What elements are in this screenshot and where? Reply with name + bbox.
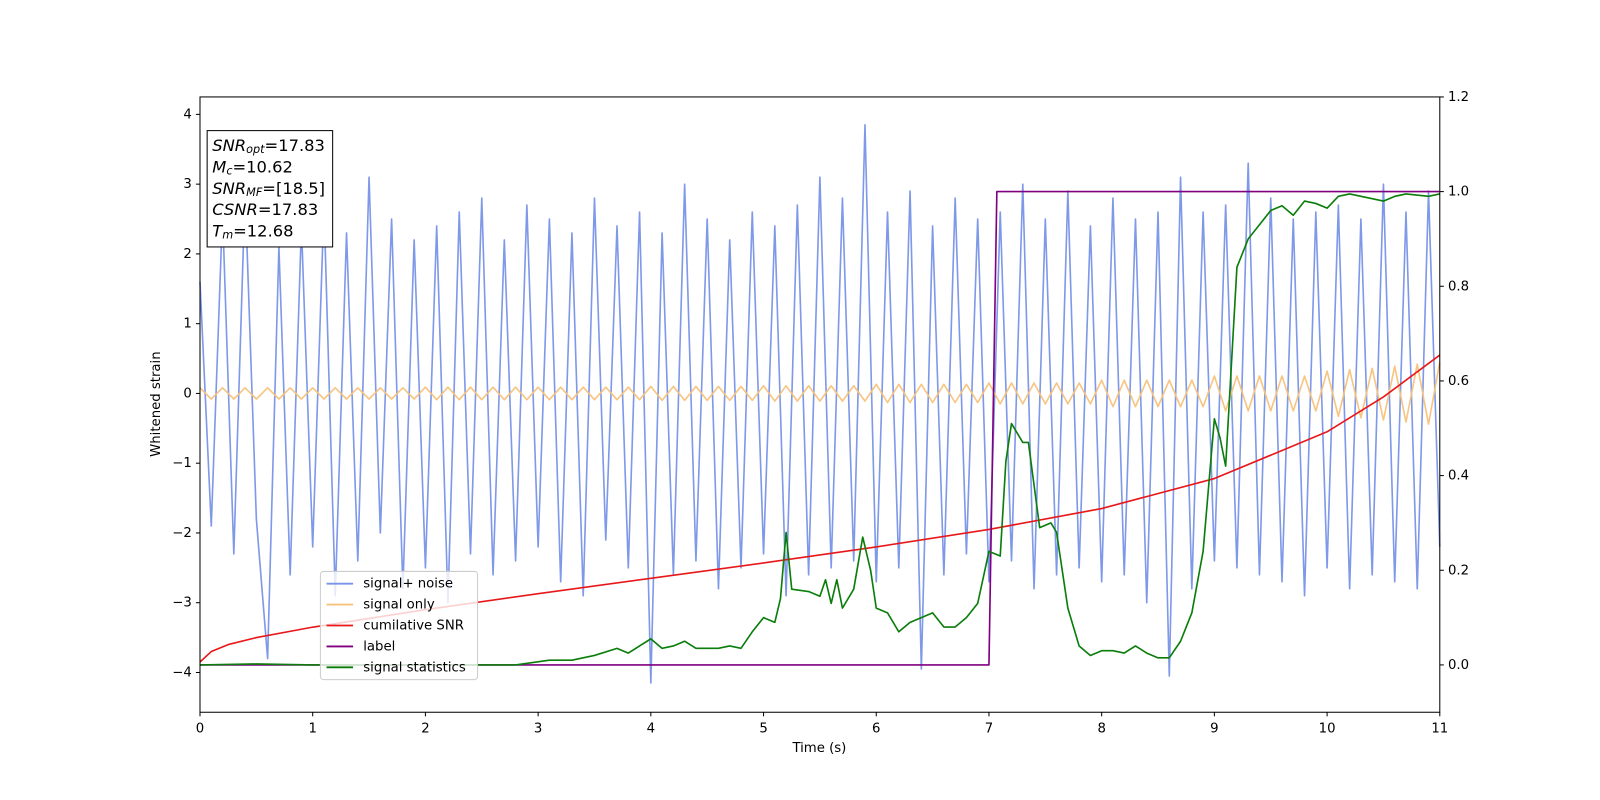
y2-tick-label: 0.6 xyxy=(1448,374,1469,389)
y-tick-label: 2 xyxy=(183,247,191,262)
legend-label: cumilative SNR xyxy=(363,619,464,634)
x-tick-label: 7 xyxy=(985,722,993,737)
legend-label: signal only xyxy=(363,598,435,613)
x-tick-label: 0 xyxy=(196,722,204,737)
annotation-symbol: SNR xyxy=(212,178,246,197)
annotation-symbol: M xyxy=(212,157,226,176)
y-tick-label: −1 xyxy=(172,456,192,471)
x-tick-label: 10 xyxy=(1319,722,1336,737)
y2-tick-label: 0.2 xyxy=(1448,563,1469,578)
y2-tick-label: 0.8 xyxy=(1448,279,1469,294)
y2-tick-label: 0.0 xyxy=(1448,658,1469,673)
annotation-symbol: CSNR xyxy=(212,200,258,219)
x-tick-label: 8 xyxy=(1097,722,1105,737)
y-tick-label: 1 xyxy=(183,317,191,332)
x-tick-label: 6 xyxy=(872,722,880,737)
plot-frame xyxy=(199,96,1441,713)
legend: signal+ noise signal only cumilative SNR la… xyxy=(319,570,479,681)
annotation-line: CSNR=17.83 xyxy=(212,200,318,219)
annotation-value: =10.62 xyxy=(232,157,292,176)
x-axis-label: Time (s) xyxy=(791,741,846,756)
y-tick-label: 4 xyxy=(183,107,191,122)
series-line xyxy=(199,193,1440,666)
annotation-subscript: MF xyxy=(246,186,263,199)
annotation-subscript: opt xyxy=(246,143,265,156)
annotation-value: =17.83 xyxy=(258,200,318,219)
series-line xyxy=(200,190,1440,666)
annotation-value: =17.83 xyxy=(265,135,325,154)
x-tick-label: 1 xyxy=(308,722,316,737)
legend-label: label xyxy=(363,639,395,654)
y2-tick-label: 1.2 xyxy=(1448,90,1469,105)
y2-tick-label: 0.4 xyxy=(1448,469,1469,484)
annotation-value: =[18.5] xyxy=(262,178,325,197)
legend-box xyxy=(319,570,479,681)
y-tick-label: −3 xyxy=(172,596,192,611)
x-tick-label: 5 xyxy=(759,722,767,737)
annotation-line: Tm=12.68 xyxy=(212,221,293,242)
annotation-line: SNRopt=17.83 xyxy=(212,135,325,156)
annotation-line: SNRMF=[18.5] xyxy=(212,178,325,199)
x-tick-label: 2 xyxy=(421,722,429,737)
y-tick-label: 3 xyxy=(183,177,191,192)
annotation-value: =12.68 xyxy=(233,221,293,240)
x-tick-label: 3 xyxy=(534,722,542,737)
legend-label: signal statistics xyxy=(363,660,466,675)
annotation-symbol: SNR xyxy=(212,135,246,154)
legend-label: signal+ noise xyxy=(363,577,453,592)
series-line xyxy=(199,354,1441,663)
annotation-box xyxy=(206,130,334,248)
y-tick-label: −2 xyxy=(172,526,192,541)
annotation-symbol: T xyxy=(212,221,224,240)
y-tick-label: 0 xyxy=(183,386,191,401)
annotation-line: Mc=10.62 xyxy=(212,157,293,178)
series-line xyxy=(199,124,1441,684)
y-tick-label: −4 xyxy=(172,665,192,680)
y-axis-label: Whitened strain xyxy=(149,351,164,456)
annotation-subscript: m xyxy=(222,229,233,242)
y2-tick-label: 1.0 xyxy=(1448,185,1469,200)
series-line xyxy=(199,361,1441,425)
x-tick-label: 9 xyxy=(1210,722,1218,737)
x-tick-label: 11 xyxy=(1431,722,1448,737)
x-tick-label: 4 xyxy=(647,722,655,737)
annotation-subscript: c xyxy=(226,164,233,177)
annotation: SNRopt=17.83Mc=10.62SNRMF=[18.5]CSNR=17.… xyxy=(206,130,334,248)
